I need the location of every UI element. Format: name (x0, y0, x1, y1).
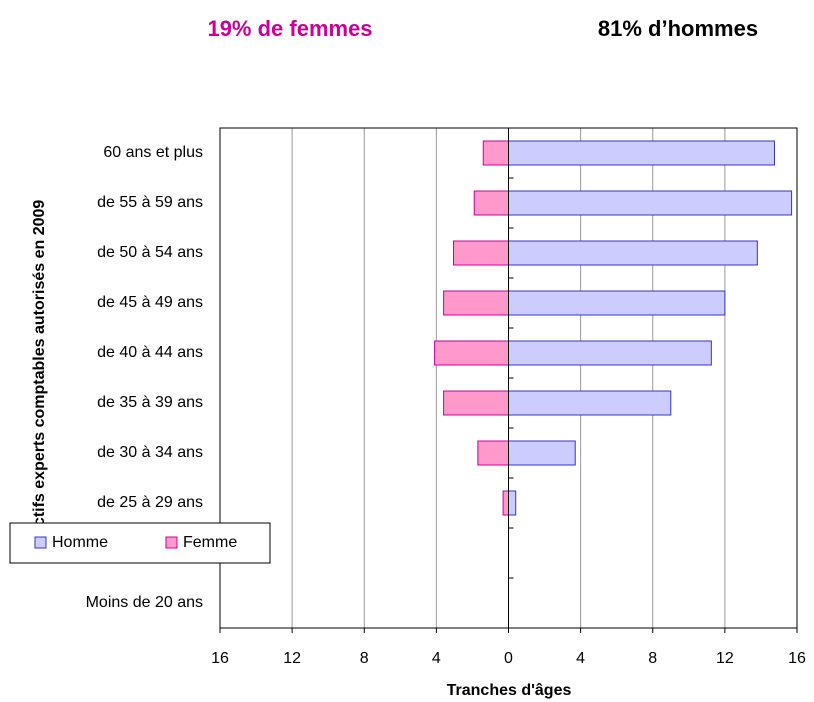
legend-box (9, 522, 271, 564)
legend-label: Homme (52, 534, 108, 551)
x-tick-label: 0 (504, 650, 513, 667)
bar (508, 390, 672, 416)
y-tick-label: de 25 à 29 ans (97, 494, 203, 511)
y-tick-label: de 55 à 59 ans (97, 194, 203, 211)
bar (508, 190, 793, 216)
y-tick-label: 60 ans et plus (103, 144, 203, 161)
x-tick-label: 16 (211, 650, 229, 667)
bar (508, 240, 758, 266)
bar (502, 490, 510, 516)
bar (508, 490, 517, 516)
x-axis-label: Tranches d'âges (447, 682, 572, 699)
legend: Homme Femme (9, 522, 271, 564)
y-tick-label: de 35 à 39 ans (97, 394, 203, 411)
bar (508, 440, 576, 466)
bar (508, 340, 712, 366)
y-tick-label: de 50 à 54 ans (97, 244, 203, 261)
bar (443, 390, 509, 416)
bar (453, 240, 510, 266)
x-tick-label: 4 (432, 650, 441, 667)
legend-label: Femme (183, 534, 237, 551)
bar (443, 290, 509, 316)
bar (473, 190, 510, 216)
x-tick-label: 12 (716, 650, 734, 667)
y-tick-label: Moins de 20 ans (86, 594, 203, 611)
legend-swatch (165, 536, 178, 549)
x-tick-label: 16 (788, 650, 806, 667)
plot-border (219, 127, 798, 629)
bar (482, 140, 510, 166)
x-tick-label: 8 (648, 650, 657, 667)
bar (434, 340, 509, 366)
legend-swatch (34, 536, 47, 549)
bar (477, 440, 509, 466)
bar (508, 140, 775, 166)
x-tick-label: 12 (283, 650, 301, 667)
title-left: 19% de femmes (207, 16, 372, 41)
x-tick-label: 8 (360, 650, 369, 667)
bar (508, 290, 726, 316)
title-right: 81% d’hommes (598, 16, 758, 41)
x-tick-label: 4 (576, 650, 585, 667)
y-tick-label: de 30 à 34 ans (97, 444, 203, 461)
y-tick-label: de 40 à 44 ans (97, 344, 203, 361)
y-axis-label: Effectifs experts comptables autorisés e… (31, 200, 48, 557)
y-tick-label: de 45 à 49 ans (97, 294, 203, 311)
